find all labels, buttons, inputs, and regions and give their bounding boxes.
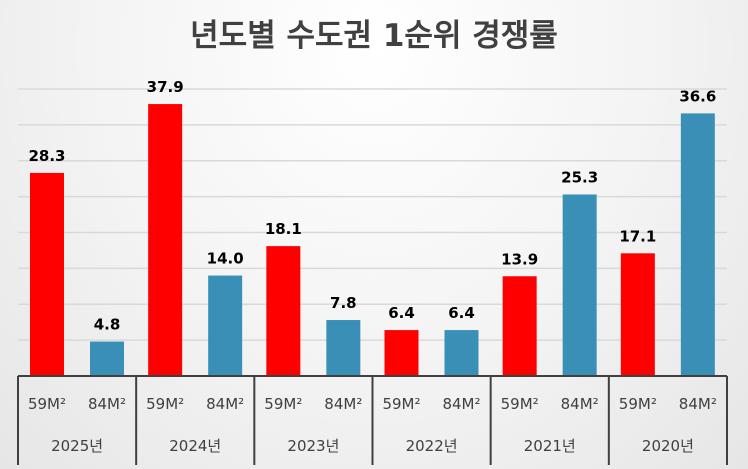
sub-category-label: 84M² <box>324 395 362 413</box>
bar-84-2023년 <box>326 320 361 376</box>
data-label: 14.0 <box>207 250 244 268</box>
sub-category-label: 59M² <box>146 395 184 413</box>
sub-category-label: 59M² <box>619 395 657 413</box>
data-label: 7.8 <box>330 294 357 312</box>
category-label: 2024년 <box>169 437 221 455</box>
data-label: 6.4 <box>448 304 475 322</box>
bar-59-2025년 <box>30 172 64 376</box>
bar-59-2023년 <box>266 246 301 376</box>
bar-84-2025년 <box>90 341 124 376</box>
category-label: 2025년 <box>51 437 103 455</box>
bar-84-2024년 <box>208 275 243 376</box>
bar-59-2022년 <box>384 330 419 376</box>
chart-title: 년도별 수도권 1순위 경쟁률 <box>190 18 558 54</box>
category-label: 2020년 <box>642 437 694 455</box>
sub-category-label: 59M² <box>28 395 66 413</box>
data-label: 37.9 <box>147 78 184 96</box>
data-label: 36.6 <box>679 87 716 105</box>
sub-category-label: 84M² <box>206 395 244 413</box>
sub-category-label: 59M² <box>382 395 420 413</box>
bar-84-2022년 <box>444 330 479 376</box>
sub-category-label: 84M² <box>442 395 480 413</box>
data-label: 4.8 <box>94 316 121 334</box>
category-label: 2021년 <box>524 437 576 455</box>
data-label: 17.1 <box>619 227 656 245</box>
bar-84-2021년 <box>562 194 597 376</box>
bar-84-2020년 <box>680 113 715 377</box>
sub-category-label: 84M² <box>561 395 599 413</box>
category-label: 2022년 <box>406 437 458 455</box>
data-label: 28.3 <box>28 147 65 165</box>
sub-category-label: 59M² <box>501 395 539 413</box>
data-label: 18.1 <box>265 220 302 238</box>
bar-59-2024년 <box>148 104 183 376</box>
sub-category-label: 84M² <box>679 395 717 413</box>
bar-59-2021년 <box>502 276 537 376</box>
sub-category-label: 84M² <box>88 395 126 413</box>
data-label: 13.9 <box>501 250 538 268</box>
sub-category-label: 59M² <box>264 395 302 413</box>
data-label: 6.4 <box>388 304 415 322</box>
category-label: 2023년 <box>287 437 339 455</box>
bar-59-2020년 <box>620 253 655 376</box>
data-label: 25.3 <box>561 168 598 186</box>
